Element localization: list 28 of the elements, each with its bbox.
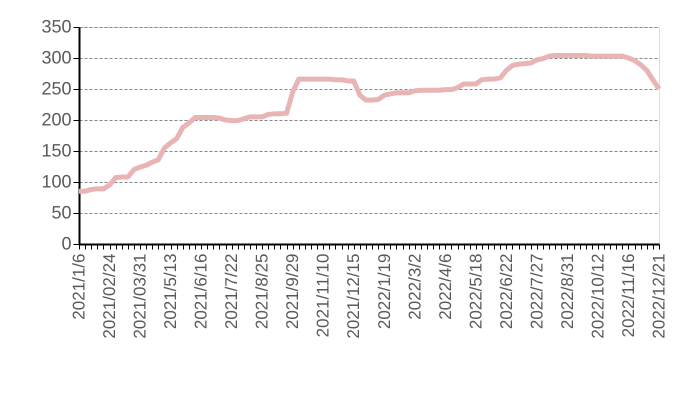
x-tick-label: 2021/6/16 (192, 254, 211, 330)
y-tick-label: 100 (41, 172, 72, 192)
y-tick-label: 0 (61, 234, 72, 254)
x-tick-label: 2021/12/15 (344, 254, 364, 339)
x-tick-label: 2022/7/27 (527, 254, 546, 330)
x-tick-label: 2021/02/24 (100, 254, 120, 339)
x-tick-label: 2022/4/6 (436, 254, 455, 320)
x-tick-label: 2021/11/10 (314, 254, 333, 338)
y-tick-label: 200 (41, 110, 72, 130)
x-tick-label: 2022/3/2 (405, 254, 424, 320)
x-tick-label: 2021/9/29 (283, 254, 302, 330)
x-tick-label: 2022/6/22 (496, 254, 516, 330)
x-tick-label: 2022/11/16 (618, 254, 638, 338)
y-tick-label: 350 (41, 16, 72, 36)
x-tick-label: 2021/1/6 (70, 254, 88, 320)
y-tick-label: 300 (41, 48, 72, 68)
x-tick-label: 2022/10/12 (588, 254, 608, 339)
y-tick-label: 50 (51, 202, 72, 222)
x-tick-label: 2021/8/25 (252, 254, 272, 330)
x-tick-label: 2022/8/31 (558, 254, 577, 330)
y-tick-label: 250 (41, 78, 72, 98)
x-tick-label: 2022/5/18 (466, 254, 486, 330)
x-tick-label: 2021/7/22 (222, 254, 242, 330)
x-tick-label: 2021/03/31 (130, 254, 150, 339)
x-tick-label: 2021/5/13 (161, 254, 180, 330)
x-tick-label: 2022/12/21 (650, 254, 668, 339)
y-tick-label: 150 (41, 140, 72, 160)
x-tick-label: 2022/1/19 (374, 254, 394, 330)
